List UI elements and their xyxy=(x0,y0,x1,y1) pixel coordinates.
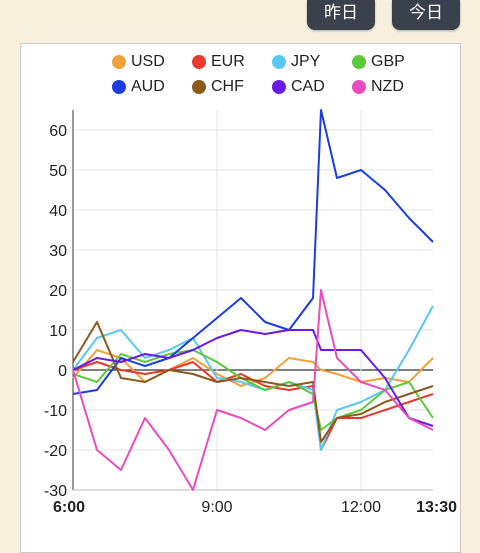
y-tick-label: 50 xyxy=(49,163,67,180)
series-line-eur xyxy=(72,361,434,451)
chart-legend: USD EUR JPY GBP AUD CHF CAD NZD xyxy=(112,53,452,96)
yesterday-button[interactable]: 昨日 xyxy=(307,0,375,30)
x-tick-label: 12:00 xyxy=(341,499,381,516)
legend-item-nzd[interactable]: NZD xyxy=(352,78,432,96)
series-line-aud xyxy=(72,109,434,395)
x-tick-label: 13:30 xyxy=(416,499,457,516)
series-line-nzd xyxy=(72,289,434,491)
legend-item-usd[interactable]: USD xyxy=(112,53,192,71)
legend-dot-nzd xyxy=(352,80,366,94)
legend-item-gbp[interactable]: GBP xyxy=(352,53,432,71)
today-button[interactable]: 今日 xyxy=(392,0,460,30)
x-tick-label: 6:00 xyxy=(53,499,85,516)
legend-item-jpy[interactable]: JPY xyxy=(272,53,352,71)
legend-dot-cad xyxy=(272,80,286,94)
legend-label-jpy: JPY xyxy=(291,53,321,70)
y-tick-label: 60 xyxy=(49,123,67,140)
legend-item-aud[interactable]: AUD xyxy=(112,78,192,96)
legend-item-chf[interactable]: CHF xyxy=(192,78,272,96)
series-line-usd xyxy=(72,349,434,387)
legend-dot-gbp xyxy=(352,55,366,69)
legend-dot-eur xyxy=(192,55,206,69)
y-tick-label: 30 xyxy=(49,243,67,260)
y-tick-label: 40 xyxy=(49,203,67,220)
legend-item-eur[interactable]: EUR xyxy=(192,53,272,71)
legend-dot-usd xyxy=(112,55,126,69)
legend-item-cad[interactable]: CAD xyxy=(272,78,352,96)
x-tick-label: 9:00 xyxy=(201,499,232,516)
legend-label-usd: USD xyxy=(131,53,165,70)
y-tick-label: -10 xyxy=(44,403,67,420)
legend-label-cad: CAD xyxy=(291,78,325,95)
y-tick-label: 0 xyxy=(58,363,67,380)
legend-label-chf: CHF xyxy=(211,78,244,95)
legend-label-nzd: NZD xyxy=(371,78,404,95)
legend-label-gbp: GBP xyxy=(371,53,405,70)
series-line-cad xyxy=(72,329,434,427)
legend-dot-jpy xyxy=(272,55,286,69)
y-tick-label: -20 xyxy=(44,443,67,460)
legend-label-aud: AUD xyxy=(131,78,165,95)
y-tick-label: 10 xyxy=(49,323,67,340)
legend-dot-chf xyxy=(192,80,206,94)
y-tick-label: -30 xyxy=(44,483,67,500)
series-line-chf xyxy=(72,321,434,443)
y-tick-label: 20 xyxy=(49,283,67,300)
legend-label-eur: EUR xyxy=(211,53,245,70)
series-line-gbp xyxy=(72,349,434,431)
legend-dot-aud xyxy=(112,80,126,94)
